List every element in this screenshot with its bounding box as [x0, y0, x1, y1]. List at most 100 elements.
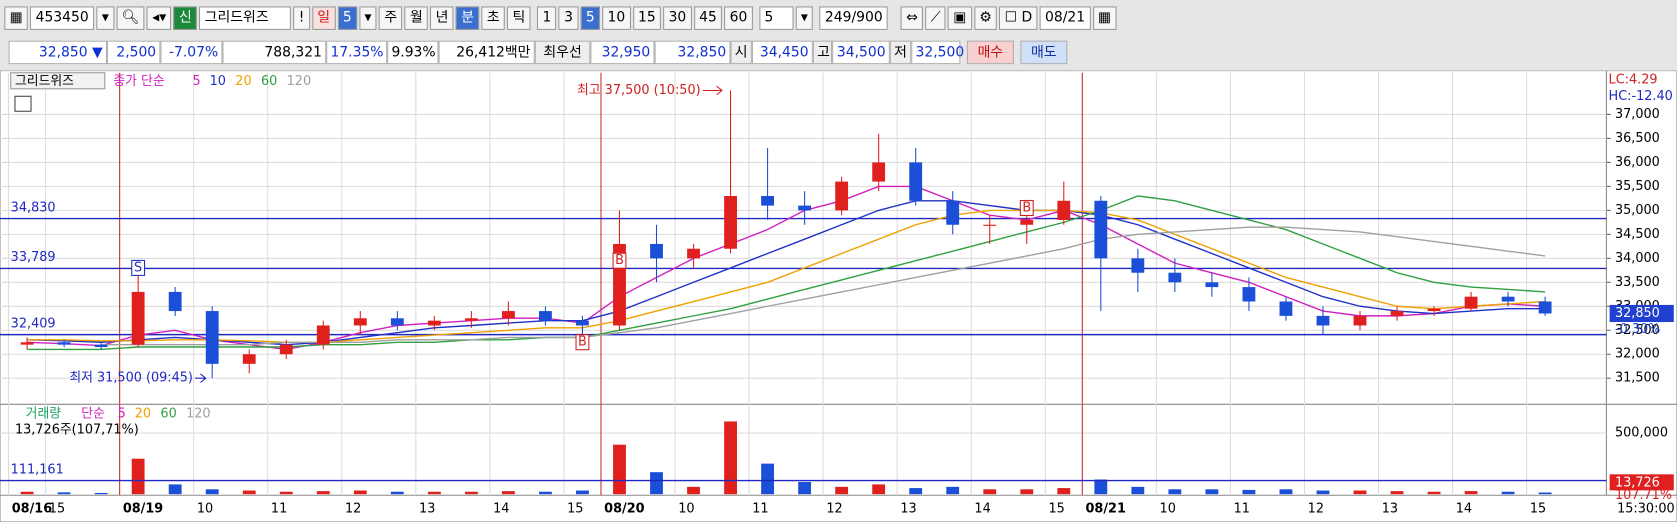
candle-body: [909, 162, 923, 201]
tool-icon[interactable]: ⟋: [925, 6, 946, 30]
candle-body: [724, 195, 737, 249]
period-button[interactable]: 주: [379, 6, 403, 30]
x-tick-label: 12: [826, 502, 842, 517]
lc-label: LC:4.29: [1609, 73, 1658, 88]
date-prefix: D: [1021, 9, 1033, 26]
interval-button[interactable]: 3: [558, 6, 579, 30]
range-input[interactable]: 249/900: [819, 6, 889, 30]
search-button[interactable]: 🔍︎: [116, 6, 145, 30]
quote-cell: 32,950: [590, 40, 655, 65]
quote-cell: 788,321: [222, 40, 327, 65]
interval-group: 1 3 5 10 15 30 45 60: [537, 6, 753, 30]
period-button[interactable]: 분: [455, 6, 480, 30]
legend-entry: 60: [160, 406, 176, 421]
date-check[interactable]: ☐ D: [999, 6, 1038, 30]
volume-bar: [1538, 492, 1552, 495]
quote-cell: 32,850: [654, 40, 731, 65]
candle-body: [1464, 296, 1478, 309]
volume-bar: [687, 486, 700, 495]
tool-icon[interactable]: ⇔: [900, 6, 924, 30]
interval-button[interactable]: 45: [693, 6, 723, 30]
x-tick-label: 13: [900, 502, 916, 517]
candle-body: [872, 162, 886, 182]
volume-bar: [798, 481, 812, 495]
sound-button[interactable]: ◂▾: [146, 6, 172, 30]
stock-name[interactable]: 그리드위즈: [199, 6, 292, 30]
day-count[interactable]: 5: [337, 6, 358, 30]
candle-body: [1279, 301, 1293, 316]
period-button[interactable]: 년: [430, 6, 454, 30]
buy-button[interactable]: 매수: [966, 40, 1014, 65]
candle-body: [1020, 219, 1034, 225]
candle-body: [242, 354, 256, 364]
x-tick-label: 15: [49, 502, 65, 517]
legend-entry: 60: [261, 74, 277, 89]
x-tick-label: 08/20: [604, 502, 644, 517]
period-button[interactable]: 월: [404, 6, 429, 30]
x-tick-label: 12: [345, 502, 361, 517]
candle-body: [427, 320, 441, 326]
volume-tag: [1609, 474, 1674, 491]
candle-body: [131, 291, 145, 345]
candle-body: [1427, 308, 1441, 312]
volume-bar: [835, 486, 849, 495]
alert-button[interactable]: !: [293, 6, 310, 30]
dropdown[interactable]: ▾: [359, 6, 377, 30]
period-button[interactable]: 틱: [507, 6, 531, 30]
quote-cell: 최우선: [534, 40, 591, 65]
interval-button[interactable]: 15: [632, 6, 662, 30]
volume-bar: [983, 489, 997, 495]
y-tick-label: 36,500: [1615, 131, 1660, 146]
menu-icon[interactable]: ▦: [4, 6, 29, 30]
settings-icon[interactable]: ⚙: [973, 6, 998, 30]
candle-body: [1242, 287, 1256, 302]
date-input[interactable]: 08/21: [1039, 6, 1091, 30]
day-button[interactable]: 일: [311, 6, 336, 30]
candle-body: [1316, 315, 1330, 326]
volume-bar: [539, 491, 552, 495]
legend-entry: 20: [135, 406, 151, 421]
dropdown[interactable]: ▾: [795, 6, 814, 30]
interval-button[interactable]: 1: [537, 6, 557, 30]
dropdown[interactable]: ▾: [96, 6, 115, 30]
legend-ma-label: 단순: [81, 406, 105, 421]
volume-bar: [464, 491, 478, 495]
save-icon[interactable]: ▣: [947, 6, 972, 30]
candle-body: [1131, 258, 1145, 273]
volume-bar: [872, 484, 886, 495]
y-tick-label: 32,000: [1615, 347, 1660, 362]
count-input[interactable]: 5: [759, 6, 794, 30]
x-tick-label: 15: [1530, 502, 1546, 517]
signal-label: B: [1022, 200, 1031, 215]
candle-body: [1205, 282, 1219, 288]
interval-button[interactable]: 5: [580, 6, 601, 30]
x-tick-label: 15: [567, 502, 583, 517]
period-button[interactable]: 초: [481, 6, 506, 30]
volume-bar: [1279, 489, 1293, 495]
y-tick-label: 31,500: [1615, 371, 1660, 386]
sell-button[interactable]: 매도: [1020, 40, 1068, 65]
calendar-icon[interactable]: ▦: [1092, 6, 1117, 30]
code-input[interactable]: 453450: [30, 6, 95, 30]
candle-body: [946, 200, 960, 225]
interval-button[interactable]: 60: [724, 6, 753, 30]
x-tick-label: 08/16: [12, 502, 52, 517]
candle-body: [650, 243, 663, 259]
range-total: /900: [851, 9, 883, 26]
interval-button[interactable]: 30: [663, 6, 692, 30]
high-arrow: [702, 85, 723, 96]
candle-body: [761, 195, 775, 206]
level-label: 111,161: [11, 462, 64, 477]
interval-button[interactable]: 10: [602, 6, 631, 30]
volume-bar: [168, 484, 182, 495]
candle-body: [1094, 200, 1108, 259]
y-tick-label: 36,000: [1615, 155, 1660, 170]
volume-bar: [909, 488, 923, 495]
volume-bar: [20, 491, 34, 495]
volume-bar: [279, 491, 293, 495]
x-tick-label: 10: [197, 502, 213, 517]
legend-entry: 120: [287, 74, 311, 89]
signal-label: B: [615, 253, 624, 268]
